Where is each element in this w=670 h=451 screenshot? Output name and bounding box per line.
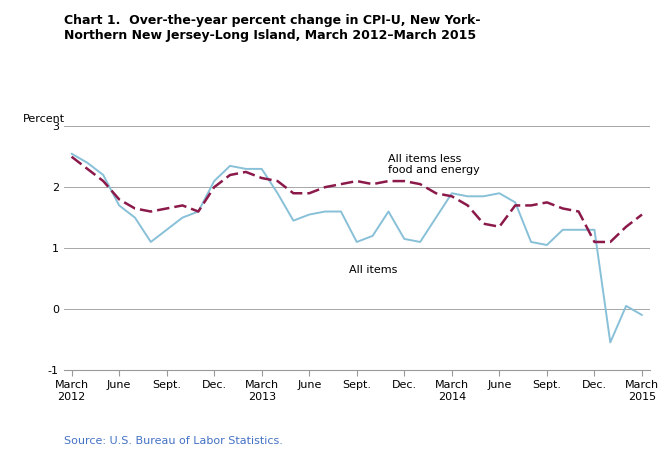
Text: Chart 1.  Over-the-year percent change in CPI-U, New York-
Northern New Jersey-L: Chart 1. Over-the-year percent change in…: [64, 14, 480, 41]
Text: Source: U.S. Bureau of Labor Statistics.: Source: U.S. Bureau of Labor Statistics.: [64, 437, 283, 446]
Text: All items: All items: [349, 265, 397, 275]
Text: All items less
food and energy: All items less food and energy: [389, 154, 480, 175]
Text: Percent: Percent: [23, 114, 65, 124]
